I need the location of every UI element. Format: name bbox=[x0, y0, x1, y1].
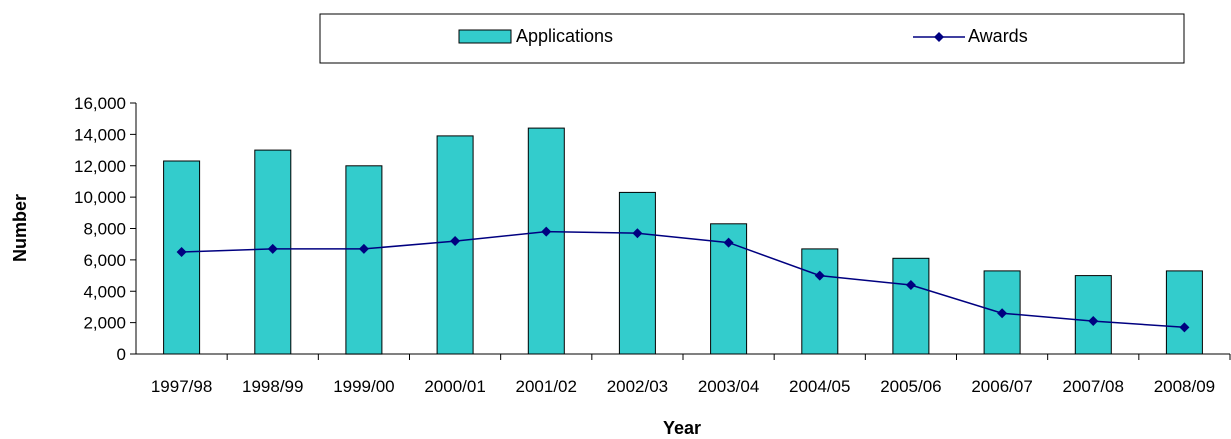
awards-point-9 bbox=[997, 308, 1008, 319]
x-axis-title: Year bbox=[663, 418, 701, 438]
y-axis-title: Number bbox=[10, 194, 30, 262]
y-tick-label-6: 12,000 bbox=[74, 157, 126, 176]
x-tick-label-2: 1999/00 bbox=[333, 377, 394, 396]
bar-applications-0 bbox=[163, 160, 201, 355]
awards-line bbox=[181, 230, 1185, 329]
bar-applications-7 bbox=[801, 248, 839, 355]
y-tick-label-2: 4,000 bbox=[83, 282, 126, 301]
y-tick-label-8: 16,000 bbox=[74, 94, 126, 113]
axes bbox=[130, 102, 1231, 360]
awards-point-6 bbox=[723, 237, 734, 248]
awards-point-10 bbox=[1088, 316, 1099, 327]
legend-label-awards: Awards bbox=[968, 26, 1028, 46]
x-tick-label-9: 2006/07 bbox=[971, 377, 1032, 396]
x-tick-label-11: 2008/09 bbox=[1154, 377, 1215, 396]
bar-applications-4 bbox=[527, 127, 565, 355]
awards-point-2 bbox=[358, 243, 369, 254]
bar-applications-10 bbox=[1074, 275, 1112, 355]
y-tick-label-1: 2,000 bbox=[83, 314, 126, 333]
awards-point-8 bbox=[905, 279, 916, 290]
applications-bars bbox=[163, 127, 1203, 355]
legend: Applications Awards bbox=[319, 13, 1185, 64]
x-tick-label-1: 1998/99 bbox=[242, 377, 303, 396]
awards-point-0 bbox=[176, 247, 187, 258]
y-tick-label-4: 8,000 bbox=[83, 220, 126, 239]
legend-box bbox=[319, 13, 1185, 64]
bar-applications-11 bbox=[1165, 270, 1203, 355]
y-tick-label-5: 10,000 bbox=[74, 188, 126, 207]
y-tick-label-0: 0 bbox=[117, 345, 126, 364]
y-tick-label-7: 14,000 bbox=[74, 125, 126, 144]
awards-point-7 bbox=[814, 270, 825, 281]
x-tick-label-4: 2001/02 bbox=[516, 377, 577, 396]
awards-point-3 bbox=[450, 236, 461, 247]
legend-marker-awards bbox=[934, 32, 944, 42]
bar-applications-8 bbox=[892, 257, 930, 355]
awards-point-4 bbox=[541, 226, 552, 237]
x-tick-label-0: 1997/98 bbox=[151, 377, 212, 396]
y-tick-label-3: 6,000 bbox=[83, 251, 126, 270]
awards-point-5 bbox=[632, 228, 643, 239]
awards-point-11 bbox=[1179, 322, 1190, 333]
x-tick-label-7: 2004/05 bbox=[789, 377, 850, 396]
legend-label-applications: Applications bbox=[516, 26, 613, 46]
x-tick-label-10: 2007/08 bbox=[1063, 377, 1124, 396]
x-tick-labels: 1997/98 1998/99 1999/00 2000/01 2001/02 2002/… bbox=[151, 377, 1215, 396]
x-tick-label-5: 2002/03 bbox=[607, 377, 668, 396]
awards-series bbox=[176, 226, 1190, 333]
legend-swatch-applications bbox=[458, 29, 512, 44]
bar-applications-2 bbox=[345, 165, 383, 355]
x-tick-label-6: 2003/04 bbox=[698, 377, 759, 396]
bar-applications-5 bbox=[618, 191, 656, 355]
y-tick-labels: 0 2,000 4,000 6,000 8,000 10,000 12,000 14,000 1… bbox=[74, 94, 126, 364]
awards-point-1 bbox=[267, 243, 278, 254]
x-tick-label-8: 2005/06 bbox=[880, 377, 941, 396]
x-tick-label-3: 2000/01 bbox=[424, 377, 485, 396]
